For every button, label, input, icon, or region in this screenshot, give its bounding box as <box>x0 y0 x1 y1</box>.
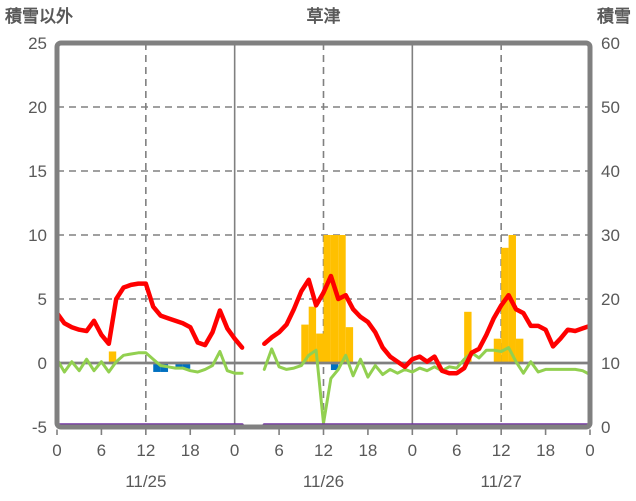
date-label: 11/26 <box>303 472 344 491</box>
x-tick-label: 6 <box>274 441 283 460</box>
left-axis-tick-label: 5 <box>38 290 47 309</box>
orange-bars-bar <box>308 306 317 363</box>
blue-bars-bar <box>175 363 183 369</box>
x-tick-label: 6 <box>452 441 461 460</box>
x-tick-label: 12 <box>492 441 511 460</box>
x-tick-label: 12 <box>314 441 333 460</box>
orange-bars-bar <box>501 247 509 363</box>
right-axis-tick-label: 0 <box>601 418 610 437</box>
blue-bars-bar <box>182 363 191 369</box>
left-axis-tick-label: 25 <box>28 34 47 53</box>
left-axis-tick-label: 15 <box>28 162 47 181</box>
x-tick-label: 18 <box>181 441 200 460</box>
right-axis-tick-label: 40 <box>601 162 620 181</box>
orange-bars-bar <box>316 333 324 363</box>
green-line <box>55 346 592 425</box>
blue-bars-bar <box>330 363 339 371</box>
orange-bars-bar <box>464 311 472 363</box>
orange-bars-bar <box>345 327 354 363</box>
x-tick-label: 0 <box>408 441 417 460</box>
orange-bars-bar <box>323 235 331 363</box>
x-tick-label: 12 <box>136 441 155 460</box>
x-tick-label: 18 <box>536 441 555 460</box>
left-axis-title: 積雪以外 <box>5 7 73 26</box>
plot-border <box>54 40 593 430</box>
blue-bars-bar <box>153 363 161 372</box>
x-tick-label: 0 <box>230 441 239 460</box>
date-label: 11/27 <box>481 472 522 491</box>
left-axis-tick-label: 20 <box>28 98 47 117</box>
x-tick-label: 0 <box>585 441 594 460</box>
right-axis-tick-label: 30 <box>601 226 620 245</box>
red-line <box>54 273 593 376</box>
chart-title: 草津 <box>306 7 341 26</box>
right-axis-tick-label: 20 <box>601 290 620 309</box>
left-axis-tick-label: 0 <box>38 354 47 373</box>
left-axis-tick-label: -5 <box>32 418 47 437</box>
x-tick-label: 0 <box>52 441 61 460</box>
right-axis-tick-label: 60 <box>601 34 620 53</box>
orange-bars-bar <box>108 351 117 363</box>
orange-bars-bar <box>301 324 309 363</box>
left-axis-tick-label: 10 <box>28 226 47 245</box>
date-label: 11/25 <box>125 472 166 491</box>
orange-bars-bar <box>515 338 524 363</box>
right-axis-title: 積雪 <box>597 7 631 26</box>
orange-bars-bar <box>330 235 339 363</box>
x-tick-label: 18 <box>358 441 377 460</box>
right-axis-tick-label: 50 <box>601 98 620 117</box>
x-tick-label: 6 <box>97 441 106 460</box>
right-axis-tick-label: 10 <box>601 354 620 373</box>
